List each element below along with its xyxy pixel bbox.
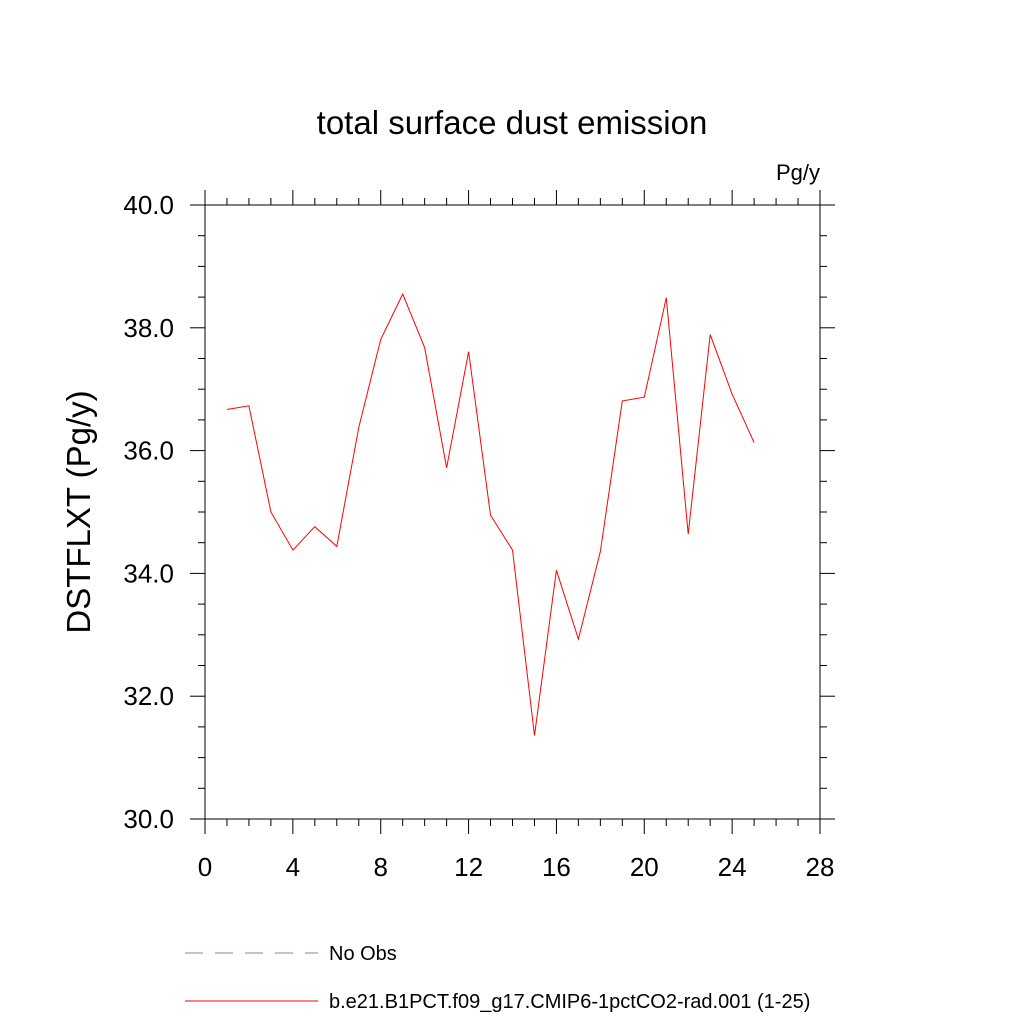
x-tick-label: 28	[806, 852, 835, 882]
y-tick-label: 36.0	[123, 436, 174, 466]
chart-title: total surface dust emission	[317, 104, 708, 141]
series-lines	[226, 292, 755, 736]
x-tick-label: 16	[542, 852, 571, 882]
x-tick-label: 0	[198, 852, 212, 882]
x-tick-label: 24	[718, 852, 747, 882]
x-tick-label: 12	[454, 852, 483, 882]
y-tick-label: 32.0	[123, 681, 174, 711]
legend-label: b.e21.B1PCT.f09_g17.CMIP6-1pctCO2-rad.00…	[329, 991, 810, 1013]
axis-ticks	[190, 190, 835, 834]
legend: No Obs b.e21.B1PCT.f09_g17.CMIP6-1pctCO2-…	[185, 943, 810, 1013]
y-tick-labels: 30.0 32.0 34.0 36.0 38.0 40.0	[123, 190, 174, 834]
y-tick-label: 30.0	[123, 804, 174, 834]
x-tick-label: 8	[373, 852, 387, 882]
plot-frame	[204, 204, 821, 820]
series-line	[226, 292, 755, 736]
y-axis-label: DSTFLXT (Pg/y)	[60, 390, 97, 633]
units-label: Pg/y	[776, 160, 820, 185]
legend-label: No Obs	[329, 943, 397, 965]
x-tick-label: 4	[286, 852, 300, 882]
y-tick-label: 38.0	[123, 313, 174, 343]
x-tick-labels: 0 4 8 12 16 20 24 28	[198, 852, 835, 882]
x-tick-label: 20	[630, 852, 659, 882]
y-tick-label: 34.0	[123, 558, 174, 588]
y-tick-label: 40.0	[123, 190, 174, 220]
